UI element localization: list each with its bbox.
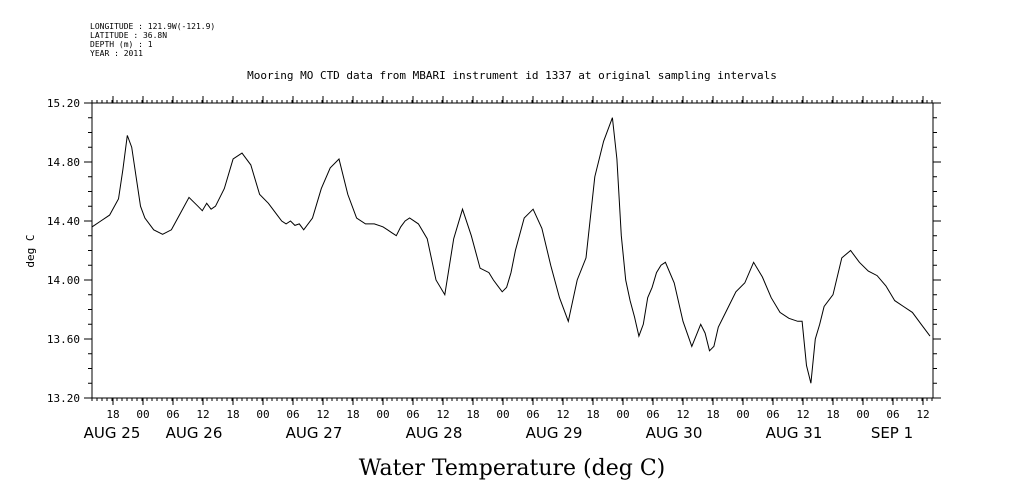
- x-tick-label: 12: [196, 408, 209, 421]
- y-tick-label: 13.20: [47, 392, 80, 405]
- longitude-text: LONGITUDE : 121.9W(-121.9): [90, 22, 216, 31]
- x-tick-label: 00: [256, 408, 269, 421]
- x-tick-label: 00: [736, 408, 749, 421]
- y-tick-label: 14.80: [47, 156, 80, 169]
- x-axis: 18 00 06 12 18 00 06 12 18 00 06 12 18 00 06 12 18 00 06 12…: [84, 96, 930, 442]
- plot-frame: [91, 100, 934, 401]
- x-tick-label: 18: [226, 408, 239, 421]
- x-axis-label: Water Temperature (deg C): [359, 456, 666, 481]
- x-tick-label: 06: [286, 408, 299, 421]
- plot-border: [91, 102, 934, 399]
- x-tick-label: 18: [586, 408, 599, 421]
- latitude-text: LATITUDE : 36.8N: [90, 31, 168, 40]
- x-tick-label: 00: [616, 408, 629, 421]
- y-tick-label: 15.20: [47, 97, 80, 110]
- x-day-label: SEP 1: [871, 424, 913, 442]
- x-tick-label: 06: [526, 408, 539, 421]
- y-tick-label: 14.40: [47, 215, 80, 228]
- x-tick-label: 06: [646, 408, 659, 421]
- series-group: [91, 117, 931, 384]
- x-tick-label: 12: [316, 408, 329, 421]
- y-axis: 13.20 13.60 14.00 14.40 14.80 15.20: [47, 97, 941, 405]
- y-tick-label: 13.60: [47, 333, 80, 346]
- depth-text: DEPTH (m) : 1: [90, 40, 153, 49]
- temperature-line: [91, 117, 931, 384]
- x-tick-label: 12: [436, 408, 449, 421]
- x-tick-label: 06: [166, 408, 179, 421]
- x-tick-label: 00: [496, 408, 509, 421]
- x-tick-label: 18: [106, 408, 119, 421]
- x-tick-label: 12: [556, 408, 569, 421]
- x-tick-label: 00: [856, 408, 869, 421]
- x-day-label: AUG 25: [84, 424, 141, 442]
- x-day-label: AUG 26: [166, 424, 223, 442]
- x-tick-label: 12: [796, 408, 809, 421]
- x-tick-label: 18: [466, 408, 479, 421]
- x-tick-label: 18: [346, 408, 359, 421]
- x-day-label: AUG 31: [766, 424, 823, 442]
- x-tick-label: 00: [376, 408, 389, 421]
- x-tick-label: 06: [406, 408, 419, 421]
- metadata-block: LONGITUDE : 121.9W(-121.9) LATITUDE : 36…: [90, 22, 215, 58]
- x-day-label: AUG 28: [406, 424, 463, 442]
- x-day-label: AUG 29: [526, 424, 583, 442]
- x-tick-label: 00: [136, 408, 149, 421]
- y-axis-label: deg C: [24, 234, 37, 267]
- x-tick-label: 12: [916, 408, 929, 421]
- chart-title: Mooring MO CTD data from MBARI instrumen…: [247, 69, 777, 82]
- x-tick-label: 12: [676, 408, 689, 421]
- x-tick-label: 06: [886, 408, 899, 421]
- x-day-label: AUG 27: [286, 424, 343, 442]
- x-tick-label: 18: [826, 408, 839, 421]
- y-tick-label: 14.00: [47, 274, 80, 287]
- x-tick-label: 18: [706, 408, 719, 421]
- year-text: YEAR : 2011: [90, 49, 143, 58]
- x-tick-label: 06: [766, 408, 779, 421]
- x-day-label: AUG 30: [646, 424, 703, 442]
